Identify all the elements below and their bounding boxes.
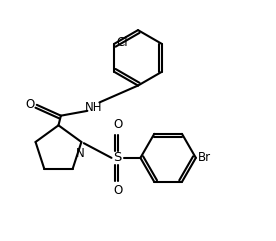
- Text: NH: NH: [85, 101, 102, 114]
- Text: Br: Br: [198, 151, 211, 164]
- Text: N: N: [76, 147, 84, 160]
- Text: O: O: [113, 184, 122, 197]
- Text: Cl: Cl: [116, 36, 128, 49]
- Text: O: O: [113, 118, 122, 131]
- Text: O: O: [25, 98, 34, 111]
- Text: S: S: [113, 151, 122, 164]
